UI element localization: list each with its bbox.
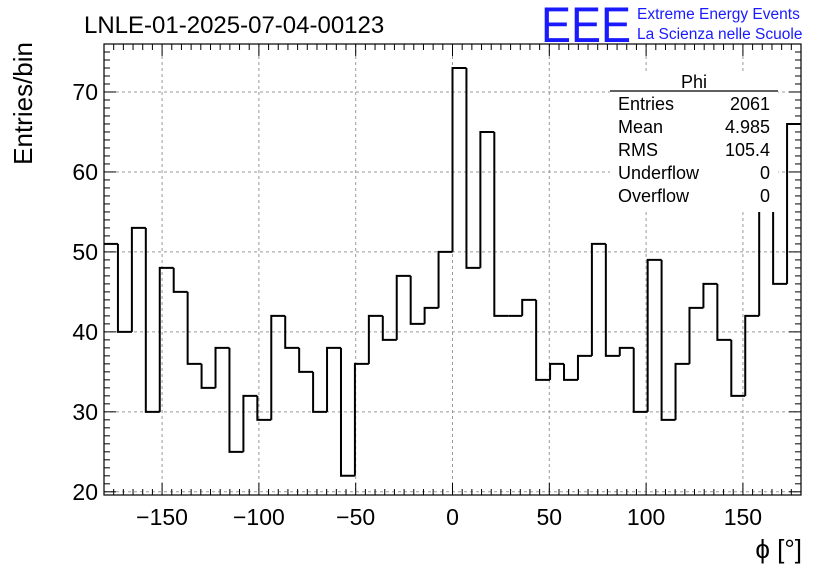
y-tick-label: 20 — [72, 479, 98, 505]
y-tick-label: 30 — [72, 399, 98, 425]
histogram-bin — [423, 306, 439, 324]
histogram-bin — [256, 395, 272, 421]
x-tick-label: 50 — [537, 504, 563, 530]
histogram-bin — [632, 347, 648, 413]
histogram-bin — [618, 346, 634, 356]
histogram-bin — [465, 67, 481, 269]
histogram-bin — [493, 131, 509, 317]
histogram-bin — [214, 346, 230, 388]
axis-ticks: −150 −100 −50 0 50 100 150 20 30 40 50 60 70 — [72, 44, 802, 530]
histogram-bin — [270, 314, 286, 420]
stats-label-overflow: Overflow — [618, 186, 690, 206]
histogram-bin — [521, 298, 537, 316]
stats-value-underflow: 0 — [760, 163, 770, 183]
x-axis-label: ϕ [°] — [755, 534, 802, 564]
histogram-bin — [563, 363, 578, 381]
y-tick-label: 50 — [72, 239, 98, 265]
stats-label-entries: Entries — [618, 94, 674, 114]
histogram-bin — [646, 258, 662, 412]
histogram-bin — [437, 250, 453, 308]
histogram-bin — [409, 275, 425, 325]
histogram-bin — [200, 363, 216, 389]
histogram-bin — [158, 266, 174, 412]
chart-title: LNLE-01-2025-07-04-00123 — [84, 12, 384, 39]
stats-box-background — [610, 72, 778, 212]
stats-label-mean: Mean — [618, 117, 663, 137]
stats-value-entries: 2061 — [730, 94, 770, 114]
histogram-bin — [744, 314, 760, 396]
histogram-bin — [353, 362, 369, 476]
y-tick-label: 70 — [72, 79, 98, 105]
histogram-bin — [381, 315, 397, 341]
histogram-bin — [451, 66, 467, 252]
x-tick-label: −150 — [136, 504, 188, 530]
x-tick-label: 150 — [724, 504, 762, 530]
x-tick-label: 0 — [446, 504, 459, 530]
histogram-bin — [339, 347, 355, 477]
y-tick-label: 40 — [72, 319, 98, 345]
histogram-bin — [576, 354, 592, 380]
histogram-bin — [172, 267, 188, 293]
histogram-bin — [730, 339, 746, 397]
histogram-bin — [395, 274, 411, 340]
stats-value-mean: 4.985 — [725, 117, 770, 137]
histogram-bin — [772, 179, 788, 285]
histogram-bin — [228, 347, 244, 453]
histogram-bin — [326, 346, 341, 412]
logo-line-1: Extreme Energy Events — [637, 6, 800, 23]
histogram-bin — [716, 283, 732, 341]
stats-value-overflow: 0 — [760, 186, 770, 206]
histogram-bin — [144, 227, 160, 413]
histogram-bin — [298, 347, 314, 373]
x-tick-label: −100 — [233, 504, 285, 530]
histogram-bins — [104, 66, 801, 477]
histogram-bin — [674, 362, 690, 420]
histogram-bin — [688, 306, 704, 364]
y-tick-label: 60 — [72, 159, 98, 185]
x-tick-label: −50 — [336, 504, 375, 530]
logo-eee: EEE — [541, 0, 631, 53]
stats-box: Phi Entries 2061 Mean 4.985 RMS 105.4 Un… — [610, 72, 778, 212]
histogram-bin — [242, 394, 258, 452]
y-axis-label: Entries/bin — [8, 42, 38, 165]
histogram-bin — [604, 243, 620, 357]
stats-value-rms: 105.4 — [725, 140, 770, 160]
logo-line-2: La Scienza nelle Scuole — [637, 26, 802, 43]
histogram-bin — [367, 314, 383, 364]
stats-title: Phi — [681, 72, 707, 92]
histogram-bin — [702, 282, 718, 308]
stats-label-underflow: Underflow — [618, 163, 700, 183]
histogram-bin — [535, 299, 551, 381]
histogram-bin — [284, 315, 300, 349]
histogram-bin — [116, 243, 132, 333]
histogram-bin — [312, 371, 328, 413]
histogram-bin — [590, 242, 606, 356]
x-tick-label: 100 — [627, 504, 665, 530]
histogram-bin — [549, 362, 565, 380]
histogram-bin — [479, 130, 495, 268]
stats-label-rms: RMS — [618, 140, 658, 160]
histogram-bin — [186, 291, 202, 365]
histogram-bin — [660, 259, 676, 421]
histogram-bin — [130, 226, 146, 332]
